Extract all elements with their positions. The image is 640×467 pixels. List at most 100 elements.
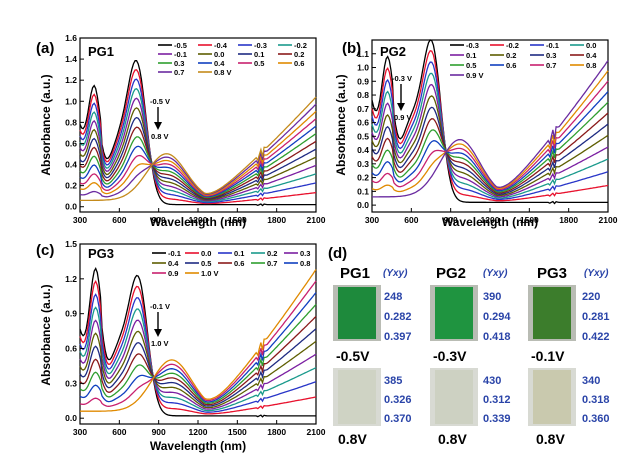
series-line [79,97,317,202]
series-line [80,96,317,202]
series-line [79,303,317,404]
x-tick-label: 1800 [267,427,286,437]
legend-label: -0.1 [546,41,559,50]
x-tick-label: 600 [112,215,126,225]
panel-a-curves [79,60,317,207]
d-col2-top-y: 0.418 [483,331,511,343]
d-col3-top-Y: 220 [582,291,600,303]
series-line [371,95,609,197]
legend-label: 0.5 [201,259,211,268]
legend-label: 0.5 [466,61,476,70]
series-line [79,125,317,198]
legend-label: 0.1 [234,249,244,258]
panel-c-ticks: 300 600 900 1200 1500 1800 2100 0.0 0.3 0.6 0.9 1.2… [65,239,326,437]
x-tick-label: 1800 [559,215,578,225]
series-line [372,60,609,198]
x-tick-label: 900 [152,427,166,437]
panel-b-ann-from: -0.3 V [392,74,412,83]
d-col1-bottom-film [338,370,376,424]
d-col2-bottom-y: 0.339 [483,413,511,425]
d-col3-bottom-Y: 340 [582,375,600,387]
panel-a-xlabel: Wavelength (nm) [150,215,246,229]
panel-a-ann-to: 0.8 V [151,132,169,141]
series-line [79,118,317,197]
series-line [79,279,317,415]
series-line [79,133,317,199]
series-line [79,280,317,407]
legend-label: 0.9 [168,269,178,278]
panel-b-xlabel: Wavelength (nm) [442,215,538,229]
d-col1-bottom-voltage: 0.8V [338,431,367,447]
panel-c-ylabel: Absorbance (a.u.) [39,284,53,385]
d-col3-bottom-y: 0.360 [582,413,610,425]
legend-label: 0.7 [546,61,556,70]
legend-label: 0.8 [586,61,596,70]
series-line [79,69,317,205]
panel-b-legend: -0.3 -0.2 -0.1 0.0 0.1 0.2 0.3 0.4 0.5 0.6 0.7 0.8 0… [450,41,597,80]
series-line [371,83,609,198]
series-line [79,116,317,200]
panel-c-legend: -0.1 0.0 0.1 0.2 0.3 0.4 0.5 0.6 0.7 0.8 0.9 1.0 V [152,249,310,278]
panel-c-arrowhead [154,329,162,337]
x-tick-label: 2100 [307,427,326,437]
y-tick-label: 1.1 [357,49,369,59]
d-col1-bottom-x: 0.326 [384,394,412,406]
x-tick-label: 2100 [599,215,618,225]
y-tick-label: 0.9 [357,76,369,86]
legend-label: -0.1 [168,249,181,258]
legend-label: 0.3 [300,249,310,258]
series-line [79,78,317,204]
y-tick-label: 0.2 [357,173,369,183]
series-line [79,267,316,418]
legend-label: 0.3 [174,59,184,68]
y-tick-label: 0.8 [65,117,77,127]
d-col1-yxy: (Yxy) [383,268,408,279]
series-line [371,61,609,201]
d-col2-top-Y: 390 [483,291,501,303]
x-tick-label: 1200 [481,215,500,225]
x-tick-label: 1500 [520,215,539,225]
y-tick-label: 1.5 [65,239,77,249]
panel-a-ann-from: -0.5 V [150,97,170,106]
panel-c-curves [79,267,317,418]
series-line [79,315,317,406]
series-line [79,126,317,199]
panel-b-curves [371,39,609,205]
legend-label: 0.4 [586,51,597,60]
series-line [79,87,317,203]
legend-label: -0.1 [174,50,187,59]
panel-c-label: (c) [36,242,54,259]
legend-label: 0.4 [168,259,179,268]
legend-label: 0.1 [254,50,264,59]
y-tick-label: 1.0 [65,96,77,106]
d-col3-top-voltage: -0.1V [531,348,565,364]
d-col1-name: PG1 [340,265,370,282]
panel-c-xlabel: Wavelength (nm) [150,439,246,453]
d-col1-top-film [338,287,376,339]
legend-label: 0.7 [267,259,277,268]
series-line [79,107,317,201]
series-line [79,330,317,409]
series-line [371,70,609,193]
x-tick-label: 1500 [228,215,247,225]
series-line [79,103,317,198]
panel-b-ann-to: 0.9 V [394,113,412,122]
legend-label: 0.6 [234,259,244,268]
y-tick-label: 0.6 [65,344,77,354]
d-col1-top-Y: 248 [384,291,402,303]
legend-label: 0.1 [466,51,476,60]
d-col3-top-film [533,287,571,339]
d-col1-top-voltage: -0.5V [336,348,370,364]
panel-b-label: (b) [342,40,361,57]
legend-label: -0.2 [294,41,307,50]
panel-c-title: PG3 [88,246,114,261]
legend-label: 0.6 [294,59,304,68]
legend-label: 0.0 [586,41,596,50]
y-tick-label: 0.1 [357,186,369,196]
y-tick-label: 0.9 [65,309,77,319]
y-tick-label: 0.0 [65,202,77,212]
panel-b-arrowhead [397,103,405,111]
x-tick-label: 1500 [228,427,247,437]
legend-label: 0.2 [267,249,277,258]
